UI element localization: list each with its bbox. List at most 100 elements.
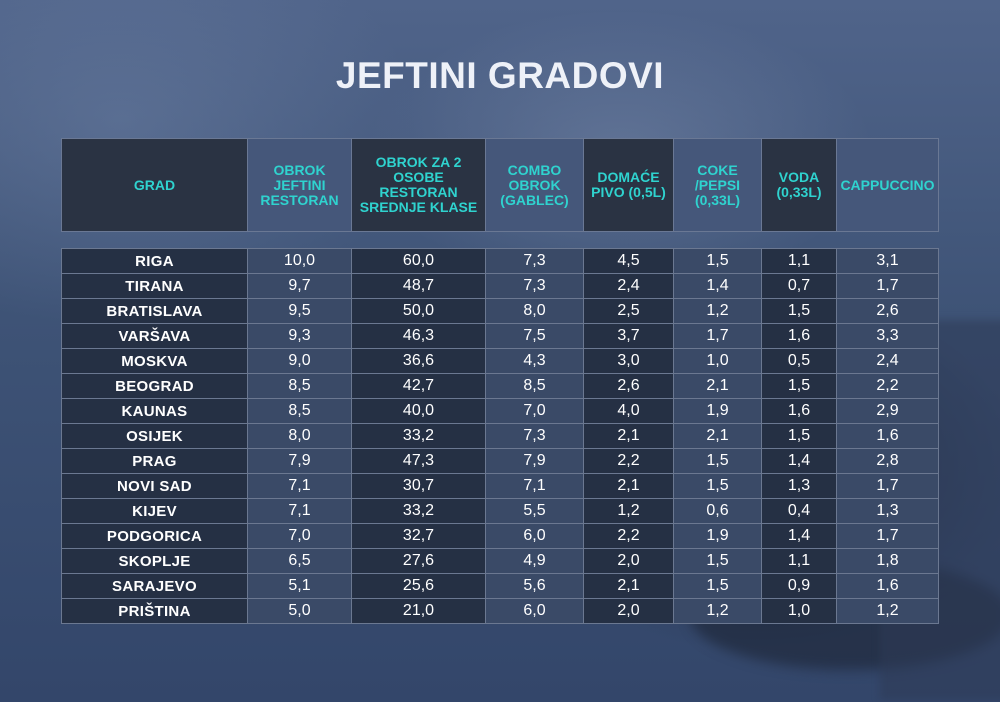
table-row: KIJEV 7,1 33,2 5,5 1,2 0,6 0,4 1,3 <box>61 498 939 524</box>
price-cell: 1,7 <box>836 473 939 499</box>
price-cell: 1,7 <box>836 523 939 549</box>
price-cell: 8,0 <box>247 423 352 449</box>
price-cell: 6,0 <box>485 598 584 624</box>
price-cell: 50,0 <box>351 298 486 324</box>
price-cell: 3,1 <box>836 248 939 274</box>
price-cell: 2,4 <box>583 273 674 299</box>
price-cell: 1,9 <box>673 523 762 549</box>
price-table: GRAD OBROK JEFTINI RESTORAN OBROK ZA 2 OSO… <box>61 138 939 624</box>
price-cell: 1,1 <box>761 548 837 574</box>
price-cell: 1,6 <box>836 573 939 599</box>
column-header-coke-pepsi-0-33l: COKE /PEPSI (0,33L) <box>673 138 762 232</box>
price-cell: 2,0 <box>583 598 674 624</box>
city-name-cell: OSIJEK <box>61 423 248 449</box>
price-cell: 1,5 <box>673 573 762 599</box>
price-cell: 1,6 <box>761 398 837 424</box>
price-cell: 1,5 <box>761 423 837 449</box>
price-cell: 0,4 <box>761 498 837 524</box>
price-cell: 1,5 <box>673 548 762 574</box>
table-header-row: GRAD OBROK JEFTINI RESTORAN OBROK ZA 2 OSO… <box>61 138 939 232</box>
table-row: TIRANA 9,7 48,7 7,3 2,4 1,4 0,7 1,7 <box>61 273 939 299</box>
price-cell: 46,3 <box>351 323 486 349</box>
price-cell: 32,7 <box>351 523 486 549</box>
price-cell: 1,2 <box>836 598 939 624</box>
price-cell: 8,5 <box>247 398 352 424</box>
price-cell: 8,5 <box>485 373 584 399</box>
price-cell: 2,9 <box>836 398 939 424</box>
table-row: OSIJEK 8,0 33,2 7,3 2,1 2,1 1,5 1,6 <box>61 423 939 449</box>
price-cell: 2,1 <box>583 473 674 499</box>
price-cell: 9,5 <box>247 298 352 324</box>
price-cell: 1,5 <box>673 473 762 499</box>
price-cell: 6,5 <box>247 548 352 574</box>
price-cell: 36,6 <box>351 348 486 374</box>
price-cell: 1,5 <box>761 373 837 399</box>
city-name-cell: BRATISLAVA <box>61 298 248 324</box>
city-name-cell: NOVI SAD <box>61 473 248 499</box>
table-row: SARAJEVO 5,1 25,6 5,6 2,1 1,5 0,9 1,6 <box>61 573 939 599</box>
price-cell: 10,0 <box>247 248 352 274</box>
table-row: PODGORICA 7,0 32,7 6,0 2,2 1,9 1,4 1,7 <box>61 523 939 549</box>
city-name-cell: PODGORICA <box>61 523 248 549</box>
table-row: SKOPLJE 6,5 27,6 4,9 2,0 1,5 1,1 1,8 <box>61 548 939 574</box>
price-cell: 2,1 <box>673 423 762 449</box>
column-header-cappuccino: CAPPUCCINO <box>836 138 939 232</box>
price-cell: 33,2 <box>351 498 486 524</box>
price-cell: 42,7 <box>351 373 486 399</box>
price-cell: 1,3 <box>836 498 939 524</box>
price-cell: 1,0 <box>673 348 762 374</box>
price-cell: 7,5 <box>485 323 584 349</box>
price-cell: 2,6 <box>583 373 674 399</box>
city-name-cell: SARAJEVO <box>61 573 248 599</box>
price-cell: 9,0 <box>247 348 352 374</box>
table-row: NOVI SAD 7,1 30,7 7,1 2,1 1,5 1,3 1,7 <box>61 473 939 499</box>
price-cell: 33,2 <box>351 423 486 449</box>
price-cell: 2,1 <box>583 573 674 599</box>
price-cell: 2,8 <box>836 448 939 474</box>
price-cell: 5,5 <box>485 498 584 524</box>
price-cell: 1,2 <box>673 298 762 324</box>
price-cell: 7,1 <box>247 473 352 499</box>
price-cell: 27,6 <box>351 548 486 574</box>
price-cell: 1,2 <box>583 498 674 524</box>
price-cell: 9,7 <box>247 273 352 299</box>
price-cell: 2,5 <box>583 298 674 324</box>
price-cell: 3,3 <box>836 323 939 349</box>
price-cell: 5,1 <box>247 573 352 599</box>
city-name-cell: RIGA <box>61 248 248 274</box>
price-cell: 7,1 <box>247 498 352 524</box>
price-cell: 4,5 <box>583 248 674 274</box>
table-row: BRATISLAVA 9,5 50,0 8,0 2,5 1,2 1,5 2,6 <box>61 298 939 324</box>
price-cell: 30,7 <box>351 473 486 499</box>
price-cell: 7,3 <box>485 248 584 274</box>
price-cell: 1,2 <box>673 598 762 624</box>
price-cell: 7,1 <box>485 473 584 499</box>
table-body: RIGA 10,0 60,0 7,3 4,5 1,5 1,1 3,1 TIRANA 9,7 48,7… <box>61 248 939 624</box>
price-cell: 1,4 <box>761 448 837 474</box>
table-row: RIGA 10,0 60,0 7,3 4,5 1,5 1,1 3,1 <box>61 248 939 274</box>
price-cell: 7,3 <box>485 423 584 449</box>
city-name-cell: PRIŠTINA <box>61 598 248 624</box>
price-cell: 5,0 <box>247 598 352 624</box>
header-gap <box>62 232 939 249</box>
price-cell: 40,0 <box>351 398 486 424</box>
column-header-obrok-za-2-osobe-restoran-srednje-klase: OBROK ZA 2 OSOBE RESTORAN SREDNJE KLASE <box>351 138 486 232</box>
price-cell: 2,1 <box>583 423 674 449</box>
price-cell: 1,4 <box>761 523 837 549</box>
price-cell: 1,5 <box>673 448 762 474</box>
table-row: MOSKVA 9,0 36,6 4,3 3,0 1,0 0,5 2,4 <box>61 348 939 374</box>
price-cell: 2,0 <box>583 548 674 574</box>
price-cell: 2,2 <box>583 448 674 474</box>
price-cell: 4,9 <box>485 548 584 574</box>
price-cell: 4,3 <box>485 348 584 374</box>
price-cell: 0,9 <box>761 573 837 599</box>
price-cell: 8,0 <box>485 298 584 324</box>
column-header-voda-0-33l: VODA (0,33L) <box>761 138 837 232</box>
page-title: JEFTINI GRADOVI <box>335 55 665 96</box>
price-cell: 7,3 <box>485 273 584 299</box>
price-cell: 2,1 <box>673 373 762 399</box>
price-cell: 1,5 <box>761 298 837 324</box>
price-cell: 1,9 <box>673 398 762 424</box>
price-cell: 1,1 <box>761 248 837 274</box>
city-name-cell: BEOGRAD <box>61 373 248 399</box>
